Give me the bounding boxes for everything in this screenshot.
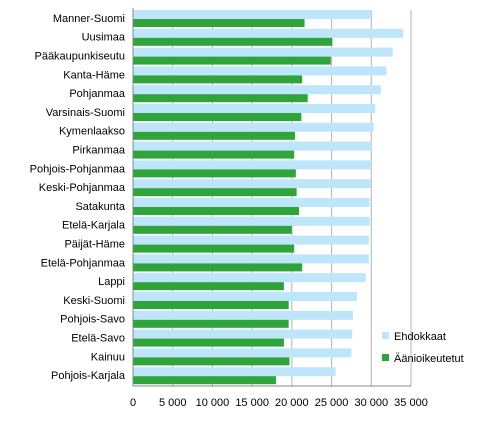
category-label: Etelä-Pohjanmaa	[41, 257, 126, 269]
category-label: Manner-Suomi	[53, 13, 125, 25]
category-label: Pohjanmaa	[69, 88, 126, 100]
bars	[133, 10, 404, 385]
category-label: Kymenlaakso	[59, 126, 125, 138]
bar-ehdokkaat	[133, 310, 354, 320]
bar-aanioikeutetut	[133, 56, 331, 65]
bar-ehdokkaat	[133, 10, 372, 19]
x-tick-label: 25 000	[315, 397, 349, 409]
category-label: Pirkanmaa	[72, 145, 125, 157]
category-label: Kainuu	[91, 351, 125, 363]
x-tick-label: 15 000	[235, 397, 269, 409]
bar-aanioikeutetut	[133, 37, 333, 46]
bar-aanioikeutetut	[133, 169, 296, 178]
bar-ehdokkaat	[133, 254, 369, 264]
category-label: Uusimaa	[82, 32, 126, 44]
bar-ehdokkaat	[133, 348, 352, 358]
bar-ehdokkaat	[133, 235, 369, 245]
category-label: Varsinais-Suomi	[46, 107, 125, 119]
bar-aanioikeutetut	[133, 188, 297, 197]
bar-aanioikeutetut	[133, 338, 284, 347]
category-label: Päijät-Häme	[64, 239, 125, 251]
bar-aanioikeutetut	[133, 282, 284, 291]
bar-aanioikeutetut	[133, 113, 302, 121]
legend: Ehdokkaat Äänioikeutetut	[382, 331, 464, 365]
category-label: Etelä-Savo	[71, 333, 125, 345]
bar-aanioikeutetut	[133, 131, 296, 140]
legend-swatch-ehdokkaat	[382, 332, 389, 339]
category-label: Kanta-Häme	[63, 69, 125, 81]
bar-ehdokkaat	[133, 292, 357, 301]
legend-label-ehdokkaat: Ehdokkaat	[394, 331, 446, 343]
category-label: Pääkaupunkiseutu	[34, 51, 125, 63]
bar-ehdokkaat	[133, 28, 404, 38]
bar-ehdokkaat	[133, 104, 376, 113]
x-tick-label: 35 000	[394, 397, 428, 409]
category-label: Pohjois-Pohjanmaa	[30, 163, 126, 175]
bar-aanioikeutetut	[133, 19, 305, 27]
category-labels: Manner-Suomi Uusimaa Pääkaupunkiseutu Kanta…	[30, 13, 126, 382]
category-label: Etelä-Karjala	[62, 220, 126, 232]
bar-aanioikeutetut	[133, 301, 289, 309]
category-label: Lappi	[98, 276, 125, 288]
bar-ehdokkaat	[133, 160, 372, 170]
category-label: Keski-Suomi	[63, 295, 125, 307]
x-tick-label: 10 000	[196, 397, 230, 409]
legend-swatch-aanioikeutetut	[382, 354, 389, 361]
bar-aanioikeutetut	[133, 150, 295, 159]
bar-aanioikeutetut	[133, 376, 276, 385]
x-tick-label: 30 000	[354, 397, 388, 409]
bar-aanioikeutetut	[133, 319, 289, 328]
legend-label-aanioikeutetut: Äänioikeutetut	[394, 353, 464, 365]
category-label: Satakunta	[75, 201, 125, 213]
bar-aanioikeutetut	[133, 244, 295, 253]
bar-ehdokkaat	[133, 329, 353, 339]
bar-ehdokkaat	[133, 273, 366, 283]
bar-aanioikeutetut	[133, 263, 303, 272]
bar-ehdokkaat	[133, 66, 387, 76]
bar-ehdokkaat	[133, 122, 374, 132]
bar-ehdokkaat	[133, 141, 373, 151]
category-label: Pohjois-Savo	[60, 314, 125, 326]
bar-aanioikeutetut	[133, 75, 303, 84]
x-axis: 0 5 000 10 000 15 000 20 000 25 000 30 000 35 0…	[130, 8, 428, 409]
bar-ehdokkaat	[133, 367, 336, 377]
bar-aanioikeutetut	[133, 357, 290, 366]
category-label: Keski-Pohjanmaa	[39, 182, 126, 194]
bar-ehdokkaat	[133, 179, 371, 189]
x-tick-label: 20 000	[275, 397, 309, 409]
bar-ehdokkaat	[133, 47, 393, 57]
bar-aanioikeutetut	[133, 207, 300, 215]
bar-aanioikeutetut	[133, 225, 292, 234]
x-tick-label: 5 000	[159, 397, 187, 409]
x-tick-label: 0	[130, 397, 136, 409]
category-label: Pohjois-Karjala	[51, 370, 126, 382]
bar-ehdokkaat	[133, 216, 370, 226]
bar-aanioikeutetut	[133, 94, 308, 103]
bar-ehdokkaat	[133, 198, 370, 207]
bar-ehdokkaat	[133, 85, 381, 95]
